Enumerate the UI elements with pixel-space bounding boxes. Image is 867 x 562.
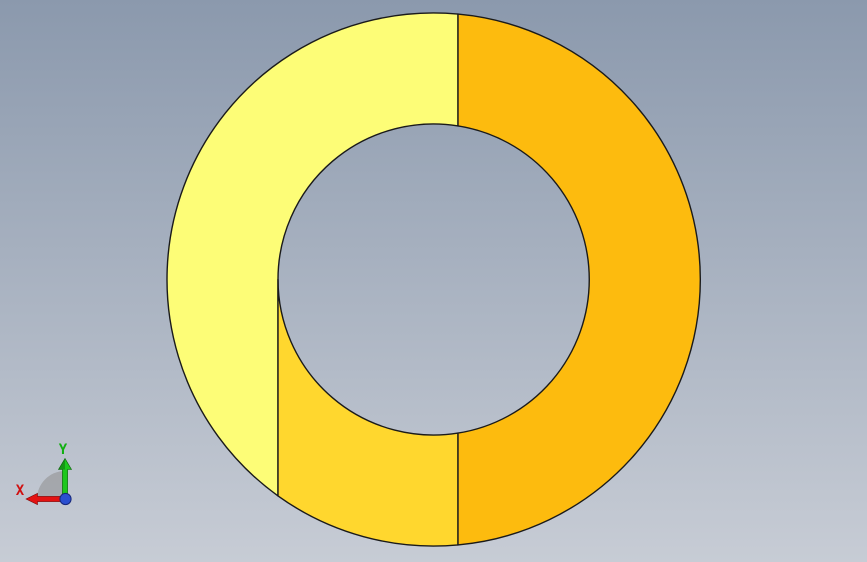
ring-face-bottom[interactable] <box>277 278 459 547</box>
triad-quadrant <box>37 471 65 499</box>
origin-triad: X Y <box>16 442 73 506</box>
z-origin-dot-icon <box>59 492 72 506</box>
ring-face-upper-left[interactable] <box>166 12 459 497</box>
y-axis-label: Y <box>59 442 68 458</box>
ring-model <box>166 12 702 547</box>
x-axis-label: X <box>16 483 25 499</box>
ring-face-right[interactable] <box>457 13 702 546</box>
y-arrowhead-shade <box>58 458 65 470</box>
